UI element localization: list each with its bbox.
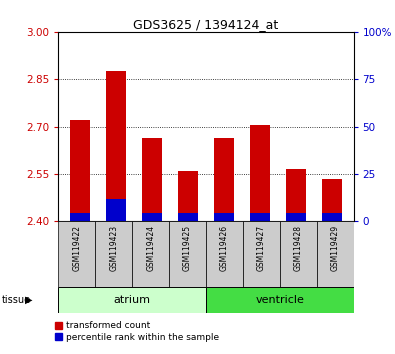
Bar: [243, 221, 280, 287]
Bar: [286, 169, 306, 221]
Text: GSM119424: GSM119424: [146, 224, 155, 271]
Bar: [106, 71, 126, 221]
Bar: [206, 287, 354, 313]
Bar: [322, 179, 342, 221]
Text: tissue: tissue: [2, 295, 31, 305]
Bar: [317, 221, 354, 287]
Bar: [178, 171, 198, 221]
Bar: [286, 213, 306, 221]
Text: atrium: atrium: [114, 295, 151, 305]
Bar: [178, 213, 198, 221]
Bar: [106, 199, 126, 221]
Bar: [280, 221, 317, 287]
Bar: [142, 213, 162, 221]
Bar: [214, 213, 234, 221]
Bar: [214, 138, 234, 221]
Bar: [95, 221, 132, 287]
Bar: [322, 213, 342, 221]
Bar: [58, 221, 95, 287]
Bar: [58, 287, 206, 313]
Text: GSM119422: GSM119422: [72, 224, 81, 270]
Bar: [70, 213, 90, 221]
Title: GDS3625 / 1394124_at: GDS3625 / 1394124_at: [134, 18, 278, 31]
Text: GSM119425: GSM119425: [183, 224, 192, 271]
Text: ventricle: ventricle: [255, 295, 304, 305]
Bar: [70, 120, 90, 221]
Text: GSM119426: GSM119426: [220, 224, 229, 271]
Bar: [132, 221, 169, 287]
Bar: [250, 125, 270, 221]
Bar: [142, 138, 162, 221]
Legend: transformed count, percentile rank within the sample: transformed count, percentile rank withi…: [55, 321, 219, 342]
Text: GSM119428: GSM119428: [294, 224, 303, 270]
Bar: [206, 221, 243, 287]
Bar: [169, 221, 206, 287]
Text: GSM119423: GSM119423: [109, 224, 118, 271]
Text: GSM119429: GSM119429: [331, 224, 340, 271]
Text: GSM119427: GSM119427: [257, 224, 266, 271]
Bar: [250, 213, 270, 221]
Text: ▶: ▶: [24, 295, 32, 305]
